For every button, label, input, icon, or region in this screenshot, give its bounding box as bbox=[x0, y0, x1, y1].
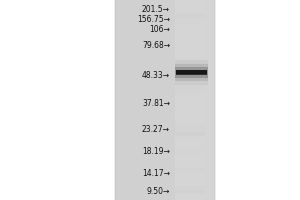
Bar bbox=[175, 29, 205, 33]
Bar bbox=[176, 70, 207, 75]
Bar bbox=[175, 159, 205, 164]
Bar bbox=[175, 131, 205, 136]
Text: 9.50→: 9.50→ bbox=[147, 188, 170, 196]
Bar bbox=[175, 69, 205, 73]
Text: 156.75→: 156.75→ bbox=[137, 15, 170, 23]
Bar bbox=[115, 0, 215, 200]
Bar bbox=[175, 58, 205, 65]
Text: 48.33→: 48.33→ bbox=[142, 72, 170, 80]
Text: 14.17→: 14.17→ bbox=[142, 170, 170, 178]
Text: 79.68→: 79.68→ bbox=[142, 42, 170, 50]
Bar bbox=[175, 134, 205, 139]
Bar bbox=[175, 147, 205, 152]
Bar bbox=[175, 123, 205, 130]
Bar bbox=[175, 64, 208, 81]
Bar bbox=[175, 186, 205, 189]
Bar bbox=[175, 131, 205, 135]
Bar bbox=[175, 29, 205, 31]
Bar bbox=[175, 168, 205, 171]
Bar bbox=[175, 91, 205, 95]
Bar bbox=[175, 18, 205, 25]
Bar bbox=[175, 0, 205, 200]
Bar bbox=[175, 174, 205, 178]
Bar bbox=[175, 14, 205, 18]
Text: 201.5→: 201.5→ bbox=[142, 5, 170, 15]
Bar bbox=[115, 0, 175, 200]
Bar bbox=[175, 84, 205, 92]
Bar bbox=[175, 190, 205, 194]
Text: 37.81→: 37.81→ bbox=[142, 98, 170, 108]
Bar bbox=[175, 62, 205, 67]
Bar bbox=[175, 148, 205, 153]
Bar bbox=[175, 190, 205, 193]
Bar bbox=[175, 15, 205, 22]
Text: 106→: 106→ bbox=[149, 25, 170, 34]
Bar bbox=[175, 67, 208, 78]
Text: 23.27→: 23.27→ bbox=[142, 124, 170, 134]
Bar bbox=[176, 74, 207, 75]
Bar bbox=[175, 19, 205, 26]
Bar bbox=[175, 188, 205, 192]
Bar bbox=[175, 60, 208, 85]
Bar bbox=[175, 168, 205, 174]
Text: 18.19→: 18.19→ bbox=[142, 148, 170, 156]
